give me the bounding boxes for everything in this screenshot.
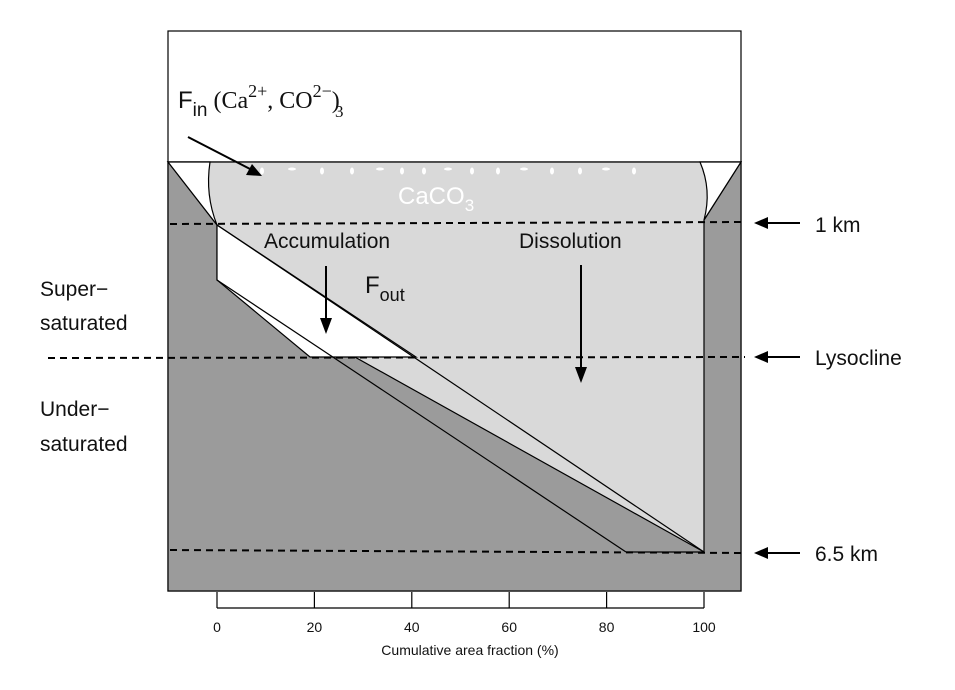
right-shelf-rim bbox=[699, 161, 743, 221]
accumulation-arrow bbox=[320, 266, 332, 334]
caco3-drop bbox=[602, 167, 610, 171]
caco3-drop bbox=[422, 167, 426, 175]
dissolution-arrow bbox=[575, 265, 587, 383]
caco3-drop bbox=[520, 167, 528, 171]
caco3-drop bbox=[260, 167, 264, 175]
co3-subscript: 3 bbox=[335, 102, 344, 121]
caco3-drop bbox=[578, 167, 582, 175]
caco3-drop bbox=[350, 167, 354, 175]
supersaturated-label-line1: Super− bbox=[40, 278, 108, 301]
depth-line-lysocline bbox=[47, 356, 746, 359]
caco3-label: CaCO3 bbox=[398, 183, 474, 215]
caco3-drop bbox=[444, 167, 452, 171]
flux-in-arrow bbox=[187, 136, 262, 176]
x-tick-label: 100 bbox=[692, 619, 716, 635]
flux-in-label: Fin (Ca2+, CO2−) bbox=[178, 81, 340, 121]
depth-label-6-5km: 6.5 km bbox=[815, 543, 878, 566]
caco3-drop bbox=[320, 167, 324, 175]
dissolution-boundary-line bbox=[216, 224, 705, 553]
x-axis-title: Cumulative area fraction (%) bbox=[381, 642, 558, 658]
supersaturated-label-line2: saturated bbox=[40, 312, 128, 335]
caco3-drop bbox=[550, 167, 554, 175]
x-tick-label: 60 bbox=[501, 619, 517, 635]
caco3-drop bbox=[400, 167, 404, 175]
caco3-rain-drops bbox=[260, 167, 636, 175]
flux-out-label: Fout bbox=[365, 272, 405, 305]
undersaturated-label-line1: Under− bbox=[40, 398, 109, 421]
x-axis-ticks: 0 20 40 60 80 100 bbox=[213, 592, 716, 635]
caco3-drop bbox=[288, 167, 296, 171]
depth-arrow-6-5km bbox=[754, 547, 800, 559]
caco3-drop bbox=[376, 167, 384, 171]
depth-arrow-1km bbox=[754, 217, 800, 229]
caco3-drop bbox=[632, 167, 636, 175]
depth-label-lysocline: Lysocline bbox=[815, 347, 902, 370]
sediment-boundary-line bbox=[216, 279, 627, 553]
caco3-drop bbox=[496, 167, 500, 175]
x-tick-label: 0 bbox=[213, 619, 221, 635]
x-tick-label: 80 bbox=[599, 619, 615, 635]
x-tick-label: 40 bbox=[404, 619, 420, 635]
depth-label-1km: 1 km bbox=[815, 214, 861, 237]
undersaturated-label-line2: saturated bbox=[40, 433, 128, 456]
x-tick-label: 20 bbox=[307, 619, 323, 635]
dissolution-label: Dissolution bbox=[519, 230, 622, 253]
accumulation-label: Accumulation bbox=[264, 230, 390, 253]
left-shelf-rim bbox=[166, 161, 218, 226]
caco3-drop bbox=[470, 167, 474, 175]
depth-arrow-lysocline bbox=[754, 351, 800, 363]
